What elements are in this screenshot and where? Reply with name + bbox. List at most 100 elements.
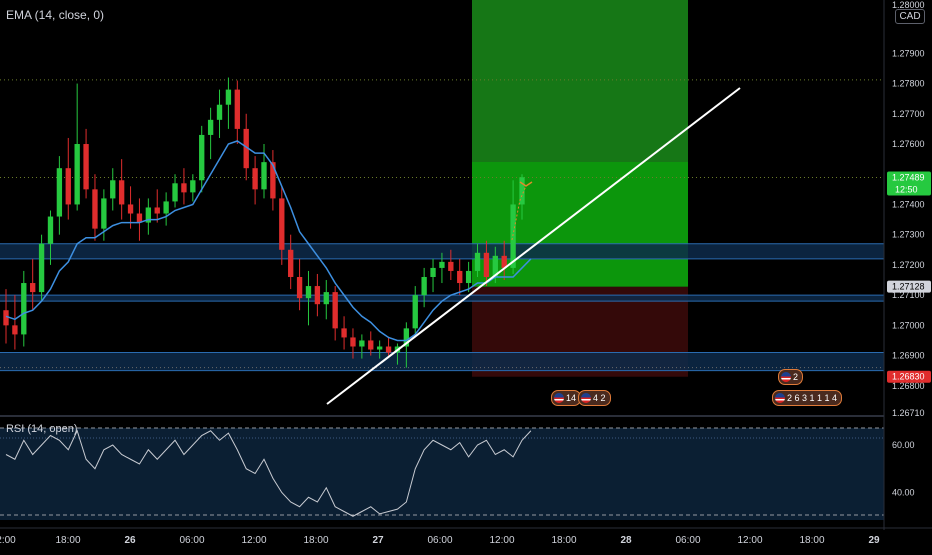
candle-body[interactable]: [430, 267, 436, 277]
time-axis-label: 06:00: [179, 535, 204, 546]
candle-body[interactable]: [421, 276, 427, 296]
candle-body[interactable]: [368, 340, 374, 350]
time-axis-label: 12:00: [489, 535, 514, 546]
time-axis-label: 06:00: [427, 535, 452, 546]
candle-body[interactable]: [341, 328, 347, 338]
trendline[interactable]: [326, 87, 741, 405]
candle-body[interactable]: [12, 325, 18, 335]
time-axis-label: 18:00: [55, 535, 80, 546]
rsi-axis-label: 60.00: [892, 440, 915, 450]
candle-body[interactable]: [501, 255, 507, 268]
candle-body[interactable]: [376, 346, 383, 350]
sr-zone-1[interactable]: [0, 295, 884, 302]
candle-body[interactable]: [127, 204, 134, 214]
candle-body[interactable]: [519, 177, 525, 205]
candle-body[interactable]: [261, 162, 267, 190]
sr-zone-2[interactable]: [0, 352, 884, 371]
candle-body[interactable]: [323, 292, 329, 305]
candle-body[interactable]: [190, 180, 196, 193]
candle-body[interactable]: [56, 168, 63, 217]
candle-body[interactable]: [38, 243, 45, 293]
candle-body[interactable]: [448, 261, 454, 271]
price-axis-label: 1.26710: [892, 408, 925, 418]
candle-body[interactable]: [101, 198, 107, 229]
time-axis-label: 27: [372, 535, 384, 546]
price-axis-label: 1.27000: [892, 320, 925, 330]
candle-body[interactable]: [457, 270, 463, 284]
sr-zone-0[interactable]: [0, 243, 884, 259]
ema-line[interactable]: [5, 140, 532, 342]
candle-body[interactable]: [3, 310, 9, 326]
candle-body[interactable]: [510, 204, 516, 268]
price-tag-text: 1.26830: [892, 372, 925, 382]
candle-body[interactable]: [21, 283, 27, 335]
rsi-legend[interactable]: RSI (14, open): [6, 423, 78, 435]
candle-body[interactable]: [296, 276, 303, 299]
price-tag-entry[interactable]: [887, 280, 931, 293]
candle-body[interactable]: [305, 286, 312, 299]
rsi-line[interactable]: [5, 429, 532, 517]
candle-body[interactable]: [30, 283, 36, 293]
event-badge[interactable]: 14: [551, 390, 582, 406]
candle-body[interactable]: [145, 207, 152, 223]
candle-body[interactable]: [252, 168, 258, 190]
time-axis-label: 2:00: [0, 535, 16, 546]
candle-body[interactable]: [92, 189, 98, 229]
event-badge[interactable]: 2: [778, 369, 804, 385]
candle-body[interactable]: [216, 104, 223, 120]
candle-body[interactable]: [172, 183, 178, 202]
price-axis[interactable]: [884, 0, 932, 550]
price-axis-label: 1.27900: [892, 48, 925, 58]
candle-body[interactable]: [288, 249, 294, 277]
candle-body[interactable]: [234, 89, 240, 129]
candle-body[interactable]: [439, 261, 445, 268]
candle-body[interactable]: [207, 119, 214, 135]
price-axis-label: 1.27400: [892, 199, 925, 209]
candle-body[interactable]: [83, 144, 89, 190]
time-axis-label: 12:00: [241, 535, 266, 546]
candle-body[interactable]: [154, 207, 160, 214]
price-axis-label: 1.27200: [892, 260, 925, 270]
price-tag-last[interactable]: [887, 171, 931, 196]
candle-body[interactable]: [403, 328, 410, 347]
candle-body[interactable]: [385, 346, 392, 353]
candle-body[interactable]: [136, 213, 143, 223]
candle-body[interactable]: [243, 128, 249, 169]
candle-body[interactable]: [350, 337, 356, 347]
price-axis-label: 1.27300: [892, 230, 925, 240]
ema-legend[interactable]: EMA (14, close, 0): [6, 8, 105, 22]
rsi-axis-label: 40.00: [892, 488, 915, 498]
candle-body[interactable]: [65, 168, 71, 205]
candle-body[interactable]: [181, 183, 187, 193]
event-badge[interactable]: 4 2: [578, 390, 611, 406]
candle-body[interactable]: [74, 144, 80, 205]
flag-icon: [554, 393, 564, 403]
event-badge[interactable]: 2 6 3 1 1 1 4: [772, 390, 843, 406]
candle-body[interactable]: [359, 340, 365, 347]
time-axis-label: 29: [868, 535, 880, 546]
arrow-icon: [519, 181, 533, 187]
candle-body[interactable]: [332, 292, 338, 329]
candle-body[interactable]: [110, 180, 116, 199]
candle-body[interactable]: [47, 216, 54, 244]
candle-body[interactable]: [412, 295, 418, 329]
candle-body[interactable]: [465, 270, 472, 284]
candle-body[interactable]: [163, 201, 169, 214]
price-tag-stop[interactable]: [887, 370, 931, 383]
candle-body[interactable]: [474, 252, 481, 271]
candle-body[interactable]: [492, 255, 498, 277]
candle-body[interactable]: [270, 162, 276, 199]
candle-body[interactable]: [279, 198, 285, 250]
candle-body[interactable]: [199, 134, 205, 181]
candle-body[interactable]: [225, 89, 232, 105]
time-axis-label: 26: [124, 535, 136, 546]
candle-body[interactable]: [483, 252, 490, 277]
price-axis-label: 1.27600: [892, 139, 925, 149]
candle-body[interactable]: [314, 286, 321, 305]
price-axis-label: 1.26900: [892, 351, 925, 361]
candle-body[interactable]: [118, 180, 125, 205]
currency-badge[interactable]: CAD: [895, 9, 925, 24]
time-axis-label: 28: [620, 535, 632, 546]
